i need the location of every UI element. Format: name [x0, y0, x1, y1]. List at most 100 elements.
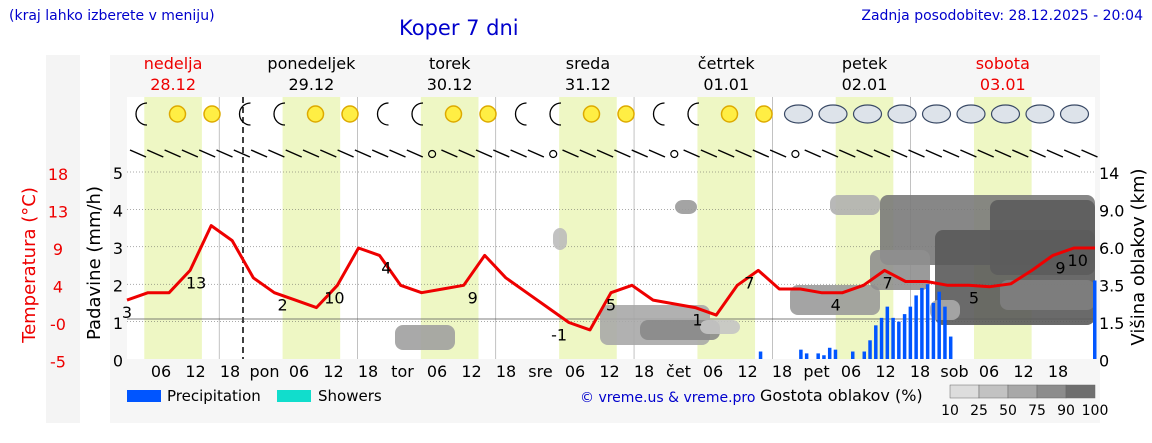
precip-tick: 4: [113, 202, 123, 221]
temperature-label: 10: [324, 288, 344, 307]
wind-barb: [250, 149, 268, 158]
moon-icon: [238, 102, 251, 126]
day-date: 30.12: [427, 75, 473, 94]
wind-barb: [510, 149, 527, 158]
wind-barb: [752, 149, 770, 158]
cloud-height-tick: 3.5: [1099, 277, 1124, 296]
cloud-layer: [553, 228, 567, 250]
x-tick: 18: [1048, 362, 1068, 381]
wind-barb: [268, 149, 285, 158]
precip-bar: [908, 306, 913, 359]
cloud-layer: [870, 250, 930, 290]
moon-icon: [652, 102, 665, 126]
cloud-density-level: 10: [941, 403, 959, 419]
temperature-label: -1: [551, 326, 567, 345]
precip-bar: [804, 353, 809, 359]
temperature-label: 1: [692, 311, 702, 330]
x-tick: 18: [910, 362, 930, 381]
wind-barb: [337, 149, 354, 158]
x-tick: 12: [1013, 362, 1033, 381]
x-tick: čet: [666, 362, 691, 381]
wind-barb: [925, 149, 943, 158]
wind-barb: [821, 149, 839, 158]
wind-barb: [1029, 149, 1046, 158]
temperature-tick: 4: [53, 278, 63, 297]
wind-barb: [562, 149, 579, 158]
x-tick: 18: [496, 362, 516, 381]
cloud-layer: [395, 325, 455, 350]
temperature-label: 5: [606, 296, 616, 315]
temperature-label: 2: [277, 296, 287, 315]
temperature-line: [126, 224, 1095, 332]
wind-barb: [441, 149, 458, 158]
x-tick: 12: [599, 362, 619, 381]
cloud-height-tick: 9.0: [1099, 202, 1124, 221]
wind-barb: [1046, 149, 1064, 158]
x-tick: sre: [528, 362, 552, 381]
x-tick: sob: [940, 362, 968, 381]
x-tick: 06: [703, 362, 723, 381]
temperature-label: 5: [969, 288, 979, 307]
left-panel-bg: [46, 55, 80, 423]
day-date: 03.01: [980, 75, 1026, 94]
wind-barb: [977, 149, 995, 158]
precip-bar: [799, 349, 803, 359]
wind-barb: [181, 149, 199, 158]
temperature-label: 9: [1055, 258, 1065, 277]
sun-icon: [617, 105, 635, 123]
precip-bar: [885, 306, 890, 359]
cloud-icon: [1025, 104, 1055, 124]
cloud-density-swatch: [1007, 384, 1038, 399]
temperature-label: 4: [381, 258, 391, 277]
moon-icon: [514, 102, 527, 126]
moon-icon: [135, 102, 148, 126]
wind-barb: [129, 149, 147, 158]
moon-icon: [411, 102, 424, 126]
wind-barb: [631, 149, 649, 158]
precip-bar: [948, 336, 953, 359]
calm-wind-marker: [428, 149, 437, 159]
precip-bar: [897, 321, 901, 359]
precip-bar: [833, 349, 838, 359]
day-name: sobota: [976, 54, 1030, 73]
precip-bar: [891, 317, 895, 359]
moon-icon: [549, 102, 562, 126]
day-name: sreda: [566, 54, 610, 73]
cloud-density-swatch: [1065, 384, 1096, 399]
sun-icon: [755, 105, 773, 123]
temperature-label: 7: [882, 273, 892, 292]
temperature-label: 4: [831, 296, 841, 315]
precip-tick: 5: [113, 164, 123, 183]
x-tick: 12: [323, 362, 343, 381]
wind-barb: [994, 149, 1012, 158]
precip-bar: [874, 325, 878, 359]
page-title: Koper 7 dni: [399, 16, 519, 40]
precip-bar: [758, 351, 763, 359]
precip-bar: [827, 347, 832, 359]
sun-icon: [479, 105, 497, 123]
calm-wind-marker: [791, 149, 800, 159]
wind-barb: [1063, 149, 1081, 158]
wind-barb: [198, 149, 216, 158]
wind-barb: [769, 149, 787, 158]
x-tick: 18: [772, 362, 792, 381]
wind-barb: [302, 149, 320, 158]
x-tick: 06: [979, 362, 999, 381]
precip-bar: [868, 340, 872, 359]
moon-icon: [687, 102, 700, 126]
sun-icon: [582, 105, 601, 123]
cloud-layer: [1000, 280, 1095, 310]
temperature-tick: 9: [53, 240, 63, 259]
precip-bar: [822, 355, 826, 359]
precip-axis-label: Padavine (mm/h): [84, 186, 105, 340]
moon-icon: [273, 102, 286, 126]
x-tick: 06: [841, 362, 861, 381]
day-name: nedelja: [144, 54, 203, 73]
precip-bar: [1093, 280, 1097, 359]
cloud-density-label: Gostota oblakov (%): [760, 386, 923, 405]
wind-barb: [717, 149, 735, 158]
sun-icon: [720, 105, 739, 123]
wind-barb: [146, 149, 164, 158]
x-tick: 12: [185, 362, 205, 381]
cloud-density-level: 90: [1057, 403, 1075, 419]
